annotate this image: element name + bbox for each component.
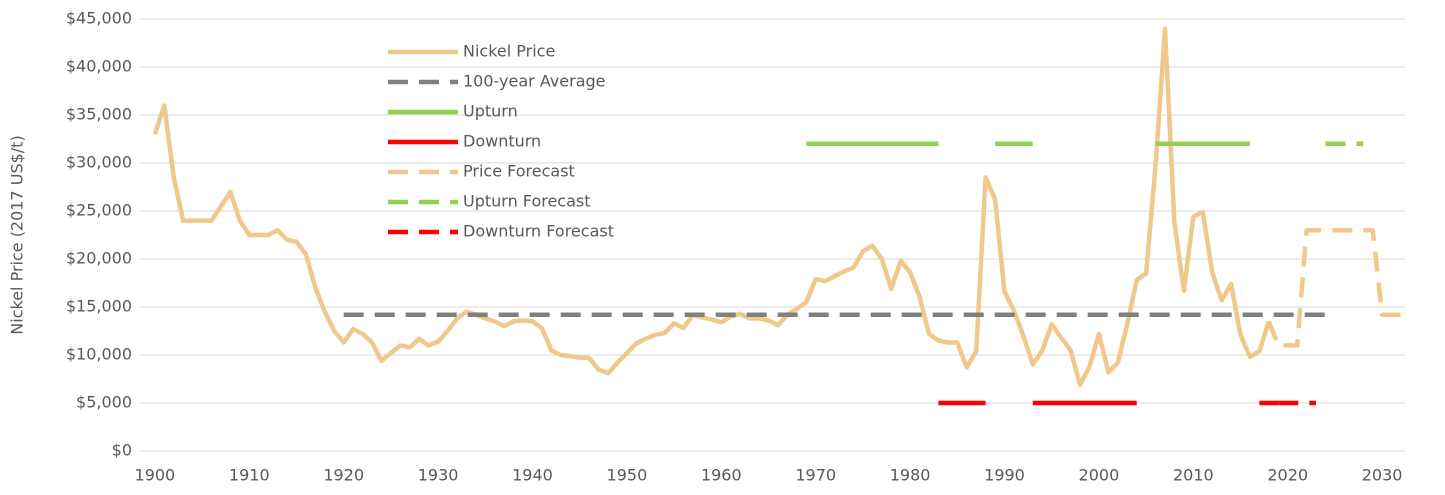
legend-label: 100-year Average — [463, 72, 606, 91]
series-line — [1266, 227, 1401, 348]
y-tick-label: $40,000 — [66, 57, 132, 76]
legend-label: Upturn — [463, 102, 518, 121]
x-tick-label: 1960 — [701, 466, 742, 485]
x-tick-label: 2000 — [1079, 466, 1120, 485]
x-tick-label: 1930 — [418, 466, 459, 485]
x-tick-label: 1980 — [890, 466, 931, 485]
legend-label: Upturn Forecast — [463, 192, 591, 211]
y-tick-label: $0 — [112, 441, 132, 460]
y-tick-label: $15,000 — [66, 297, 132, 316]
series-line — [152, 26, 1271, 388]
x-tick-label: 1990 — [984, 466, 1025, 485]
x-tick-label: 2020 — [1267, 466, 1308, 485]
y-axis-label: Nickel Price (2017 US$/t) — [8, 135, 27, 334]
legend-label: Downturn — [463, 132, 541, 151]
x-tick-label: 1910 — [229, 466, 270, 485]
y-tick-label: $20,000 — [66, 249, 132, 268]
x-tick-label: 1920 — [323, 466, 364, 485]
x-tick-label: 1970 — [795, 466, 836, 485]
legend-label: Nickel Price — [463, 42, 555, 61]
y-tick-label: $5,000 — [76, 393, 132, 412]
x-tick-label: 2010 — [1173, 466, 1214, 485]
x-tick-label: 1950 — [607, 466, 648, 485]
y-tick-label: $10,000 — [66, 345, 132, 364]
x-tick-label: 2030 — [1362, 466, 1403, 485]
y-tick-label: $35,000 — [66, 105, 132, 124]
y-tick-label: $30,000 — [66, 153, 132, 172]
legend-label: Downturn Forecast — [463, 222, 614, 241]
y-tick-label: $25,000 — [66, 201, 132, 220]
x-tick-label: 1900 — [135, 466, 176, 485]
y-tick-label: $45,000 — [66, 9, 132, 28]
x-tick-label: 1940 — [512, 466, 553, 485]
legend-label: Price Forecast — [463, 162, 575, 181]
